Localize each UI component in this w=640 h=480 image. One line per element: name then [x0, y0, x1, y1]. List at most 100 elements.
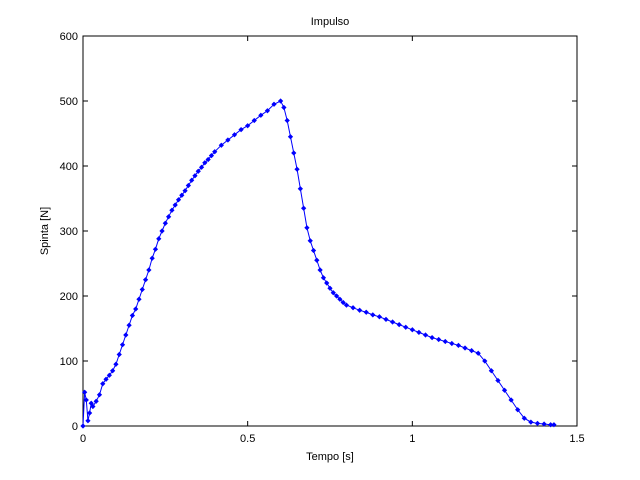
data-point: [90, 403, 96, 410]
data-point: [264, 108, 271, 114]
data-point: [277, 98, 284, 104]
data-point: [82, 389, 88, 395]
data-point: [370, 312, 376, 318]
data-point: [83, 397, 89, 403]
data-point: [133, 306, 139, 312]
data-point: [96, 392, 103, 398]
data-point: [88, 400, 94, 406]
data-point: [337, 296, 343, 302]
data-point: [86, 410, 93, 416]
data-point: [149, 255, 155, 261]
data-point: [152, 246, 159, 252]
y-tick-label: 500: [60, 96, 78, 108]
data-point: [212, 149, 218, 155]
data-point: [357, 307, 363, 313]
y-tick-label: 600: [60, 31, 78, 43]
data-point: [330, 290, 336, 296]
data-point: [179, 192, 185, 198]
data-point: [85, 418, 91, 424]
data-point: [301, 205, 307, 211]
data-point: [162, 220, 168, 226]
data-point: [551, 422, 557, 428]
data-point: [93, 398, 99, 404]
data-point: [281, 104, 287, 111]
axis-tick-labels: 0 0.5 1 1.5 0 100 200 300 400 500 600: [60, 31, 585, 445]
x-axis-title: Tempo [s]: [306, 451, 354, 463]
data-point: [238, 126, 244, 133]
data-point: [475, 350, 481, 356]
data-point: [231, 132, 238, 138]
data-point: [363, 309, 369, 315]
data-point: [462, 345, 468, 351]
data-point: [182, 188, 188, 194]
x-tick-label: 0: [80, 433, 86, 445]
y-tick-label: 0: [72, 421, 78, 433]
data-point: [136, 296, 142, 302]
chart-title: Impulso: [311, 16, 350, 28]
data-point: [307, 238, 313, 244]
data-point: [515, 407, 521, 413]
data-point: [294, 166, 300, 172]
data-point: [396, 321, 402, 328]
data-point: [287, 134, 294, 140]
data-point: [521, 415, 527, 421]
data-point: [110, 368, 116, 374]
data-point: [350, 305, 356, 311]
data-point: [495, 377, 501, 384]
data-point: [208, 152, 215, 159]
data-point: [225, 137, 231, 143]
data-point: [106, 372, 112, 378]
data-point: [156, 236, 162, 242]
data-point: [126, 322, 132, 328]
data-point: [541, 421, 547, 427]
data-point: [291, 150, 297, 156]
data-point: [205, 156, 211, 163]
data-point: [468, 347, 475, 354]
data-point: [403, 324, 409, 330]
y-tick-label: 300: [60, 226, 78, 238]
y-axis-title: Spinta [N]: [39, 207, 51, 255]
data-point: [340, 299, 346, 306]
y-tick-label: 200: [60, 291, 78, 303]
data-point: [271, 101, 277, 107]
data-point: [376, 314, 383, 320]
data-point: [202, 160, 208, 166]
y-tick-label: 100: [60, 356, 78, 368]
data-point: [320, 275, 327, 281]
data-point: [317, 267, 323, 273]
data-point: [449, 340, 455, 347]
data-point: [304, 225, 310, 231]
series-line: [82, 100, 554, 427]
data-point: [409, 327, 415, 333]
data-point: [488, 368, 494, 374]
data-point: [80, 423, 86, 429]
y-tick-label: 400: [60, 161, 78, 173]
data-point: [258, 112, 264, 118]
data-point: [528, 419, 534, 425]
data-point: [123, 332, 129, 338]
data-point: [422, 332, 429, 338]
data-point: [455, 342, 462, 349]
data-point: [116, 351, 122, 358]
data-point: [198, 164, 205, 170]
data-point: [139, 286, 145, 293]
data-point: [416, 329, 422, 336]
data-point: [189, 177, 195, 183]
plot-area-frame: [82, 35, 578, 427]
data-point: [192, 173, 198, 179]
data-point: [172, 202, 178, 208]
data-point: [175, 197, 182, 203]
data-point: [251, 117, 257, 124]
data-point: [169, 207, 175, 213]
data-point: [142, 277, 149, 283]
data-point: [310, 247, 317, 254]
series-layer: [80, 98, 557, 429]
data-point: [159, 228, 165, 234]
data-point: [327, 285, 333, 291]
data-point: [218, 142, 224, 148]
data-point: [129, 312, 136, 319]
x-tick-label: 1.5: [569, 433, 584, 445]
x-tick-label: 1: [409, 433, 415, 445]
data-point: [429, 334, 435, 341]
axis-ticks: [82, 35, 578, 427]
